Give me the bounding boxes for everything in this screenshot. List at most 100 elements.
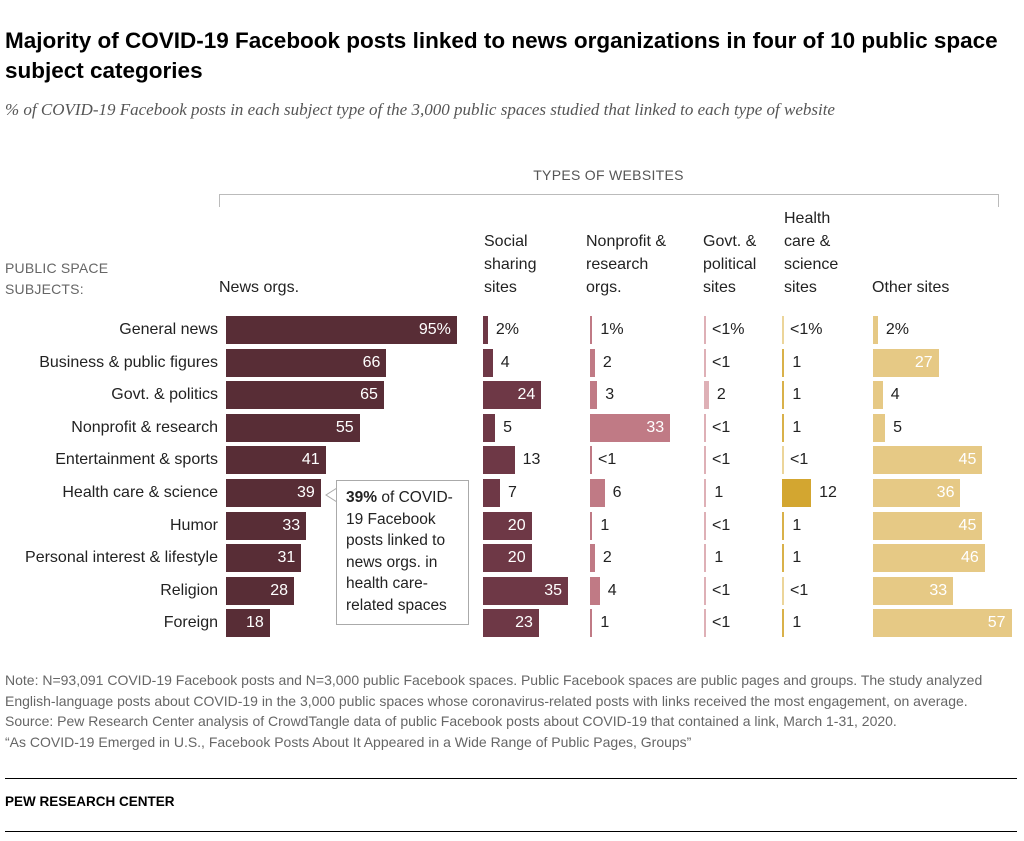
data-label: <1 (712, 516, 731, 534)
column-header: Nonprofit & research orgs. (586, 233, 667, 296)
bar (704, 413, 706, 442)
bar (873, 544, 985, 573)
bar (782, 544, 785, 573)
row-label: Govt. & politics (111, 386, 218, 404)
data-label: 1% (600, 321, 624, 338)
data-label: 45 (958, 451, 977, 469)
bar (226, 381, 384, 410)
bar (873, 479, 961, 507)
data-label: 1 (792, 353, 802, 371)
data-label: 4 (890, 386, 900, 404)
data-label: <1 (712, 353, 731, 371)
bar (590, 576, 600, 605)
data-label: 46 (960, 549, 979, 567)
data-label: <1% (712, 321, 745, 338)
data-label: <1 (712, 418, 731, 436)
bar (782, 511, 785, 540)
row-label: Religion (160, 581, 218, 599)
data-label: 2% (885, 321, 909, 338)
data-label: 66 (362, 353, 381, 371)
bar (873, 348, 939, 377)
bar (704, 381, 709, 410)
bar (483, 609, 539, 638)
bar (704, 544, 707, 573)
data-label: 1 (792, 614, 802, 632)
bar (590, 479, 605, 507)
divider (5, 778, 1017, 779)
bar (782, 413, 785, 442)
bar (226, 609, 270, 638)
bar (782, 576, 784, 605)
bar (590, 316, 593, 344)
bar (483, 348, 493, 377)
bar (483, 544, 532, 573)
data-label: 2% (495, 321, 519, 338)
data-label: 20 (507, 549, 526, 567)
bar (782, 348, 785, 377)
bar (590, 544, 595, 573)
bar (782, 316, 784, 344)
bar (483, 511, 532, 540)
bar (590, 609, 593, 638)
column-header: Other sites (872, 279, 950, 296)
data-label: 28 (270, 581, 289, 599)
bar (782, 446, 784, 475)
row-label: Business & public figures (39, 353, 218, 371)
data-label: 36 (936, 484, 955, 501)
bar (483, 413, 496, 442)
data-label: 41 (301, 451, 320, 469)
footnotes: Note: N=93,091 COVID-19 Facebook posts a… (5, 670, 1015, 752)
bar (226, 348, 387, 377)
annotation-text: of COVID-19 Facebook posts linked to new… (346, 489, 453, 614)
bar (226, 479, 321, 507)
bar (873, 446, 983, 475)
data-label: 1 (792, 516, 802, 534)
data-label: 6 (612, 484, 622, 501)
data-label: <1% (790, 321, 823, 338)
bar (226, 413, 360, 442)
data-label: 1 (600, 516, 610, 534)
bar (226, 544, 302, 573)
divider (5, 831, 1017, 832)
report-title: “As COVID-19 Emerged in U.S., Facebook P… (5, 733, 692, 750)
row-label: General news (119, 321, 218, 338)
bar (704, 576, 706, 605)
data-label: <1 (712, 581, 731, 599)
group-bracket (219, 194, 999, 207)
data-label: 4 (607, 581, 617, 599)
row-label: Health care & science (62, 484, 218, 501)
data-label: <1 (790, 581, 809, 599)
data-label: 18 (245, 614, 264, 632)
bar (704, 511, 706, 540)
bar (226, 446, 326, 475)
bar (483, 576, 569, 605)
data-label: 45 (958, 516, 977, 534)
bar (590, 348, 595, 377)
group-label: TYPES OF WEBSITES (533, 167, 684, 183)
data-label: 33 (646, 418, 665, 436)
bar (483, 316, 488, 344)
bar (873, 511, 983, 540)
bar (704, 609, 706, 638)
data-label: 31 (277, 549, 296, 567)
data-label: 55 (335, 418, 354, 436)
bar (226, 576, 295, 605)
bar (873, 413, 886, 442)
row-header: PUBLIC SPACE SUBJECTS: (5, 260, 109, 297)
column-header: Health care & science sites (784, 210, 839, 296)
annotation-callout: 39% of COVID-19 Facebook posts linked to… (336, 480, 469, 625)
bar (873, 576, 954, 605)
data-label: 39 (296, 484, 315, 501)
source-text: Source: Pew Research Center analysis of … (5, 713, 897, 729)
bar (590, 413, 671, 442)
data-label: 7 (508, 484, 517, 501)
bar (782, 609, 785, 638)
data-label: 35 (544, 581, 563, 599)
bar (704, 446, 706, 475)
bar (590, 511, 593, 540)
data-label: 24 (517, 386, 536, 404)
chart-subtitle: % of COVID-19 Facebook posts in each sub… (5, 100, 835, 119)
data-label: 1 (792, 386, 802, 404)
data-label: 95% (418, 321, 451, 338)
bar (226, 316, 457, 344)
